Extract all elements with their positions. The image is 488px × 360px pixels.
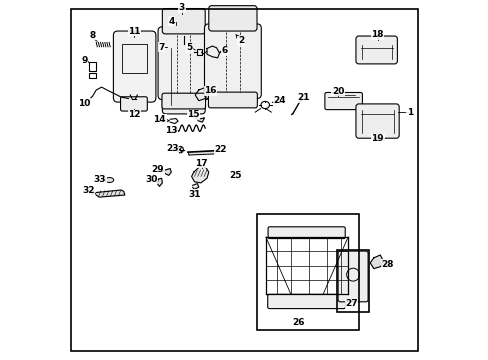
- FancyBboxPatch shape: [267, 294, 345, 309]
- Text: 15: 15: [187, 111, 200, 120]
- Bar: [89, 73, 95, 78]
- Text: 24: 24: [273, 96, 285, 105]
- Text: 22: 22: [214, 145, 226, 154]
- Polygon shape: [369, 255, 382, 269]
- Text: 10: 10: [78, 99, 90, 108]
- FancyBboxPatch shape: [121, 97, 147, 111]
- Text: 1: 1: [406, 108, 412, 117]
- Text: 16: 16: [204, 86, 216, 95]
- FancyBboxPatch shape: [267, 227, 345, 239]
- Text: 25: 25: [229, 171, 242, 180]
- Polygon shape: [96, 190, 124, 197]
- Polygon shape: [157, 178, 162, 186]
- Text: 6: 6: [221, 46, 227, 55]
- FancyBboxPatch shape: [324, 93, 362, 110]
- Text: 18: 18: [371, 30, 383, 39]
- Text: 12: 12: [128, 111, 141, 120]
- Text: 9: 9: [81, 56, 87, 65]
- Polygon shape: [191, 166, 208, 183]
- Ellipse shape: [175, 13, 192, 36]
- FancyBboxPatch shape: [337, 251, 367, 302]
- FancyBboxPatch shape: [162, 39, 205, 114]
- Bar: [197, 49, 202, 55]
- Text: 27: 27: [345, 300, 357, 309]
- FancyBboxPatch shape: [208, 6, 257, 31]
- Text: 2: 2: [237, 36, 244, 45]
- FancyBboxPatch shape: [355, 36, 397, 64]
- Polygon shape: [192, 184, 198, 189]
- Bar: [89, 62, 95, 71]
- Text: 4: 4: [168, 17, 174, 26]
- Text: 13: 13: [165, 126, 178, 135]
- Ellipse shape: [105, 177, 114, 183]
- Text: 33: 33: [93, 175, 106, 184]
- Text: 31: 31: [188, 190, 201, 199]
- Text: 19: 19: [371, 134, 383, 143]
- FancyBboxPatch shape: [208, 92, 257, 108]
- Text: 21: 21: [297, 93, 309, 102]
- Bar: [257, 214, 358, 330]
- Text: 32: 32: [82, 186, 95, 195]
- Text: 26: 26: [291, 318, 304, 327]
- FancyBboxPatch shape: [113, 31, 156, 102]
- FancyBboxPatch shape: [162, 93, 205, 109]
- Text: 29: 29: [151, 165, 164, 174]
- FancyBboxPatch shape: [355, 104, 398, 138]
- Bar: [122, 44, 146, 73]
- Text: 17: 17: [195, 159, 207, 168]
- Polygon shape: [195, 88, 206, 101]
- Text: 8: 8: [89, 31, 96, 40]
- Polygon shape: [165, 168, 171, 175]
- Text: 20: 20: [331, 87, 344, 96]
- Text: 28: 28: [380, 260, 393, 269]
- Polygon shape: [198, 118, 204, 122]
- Polygon shape: [188, 151, 216, 155]
- FancyBboxPatch shape: [158, 27, 209, 100]
- Text: 7: 7: [158, 42, 164, 51]
- Bar: [337, 249, 368, 312]
- FancyBboxPatch shape: [162, 9, 205, 34]
- Text: 3: 3: [179, 3, 185, 12]
- Text: 5: 5: [185, 43, 192, 52]
- Text: 14: 14: [153, 115, 166, 124]
- FancyBboxPatch shape: [204, 24, 261, 99]
- Text: 30: 30: [145, 175, 158, 184]
- Text: 11: 11: [128, 27, 141, 36]
- Text: 23: 23: [166, 144, 178, 153]
